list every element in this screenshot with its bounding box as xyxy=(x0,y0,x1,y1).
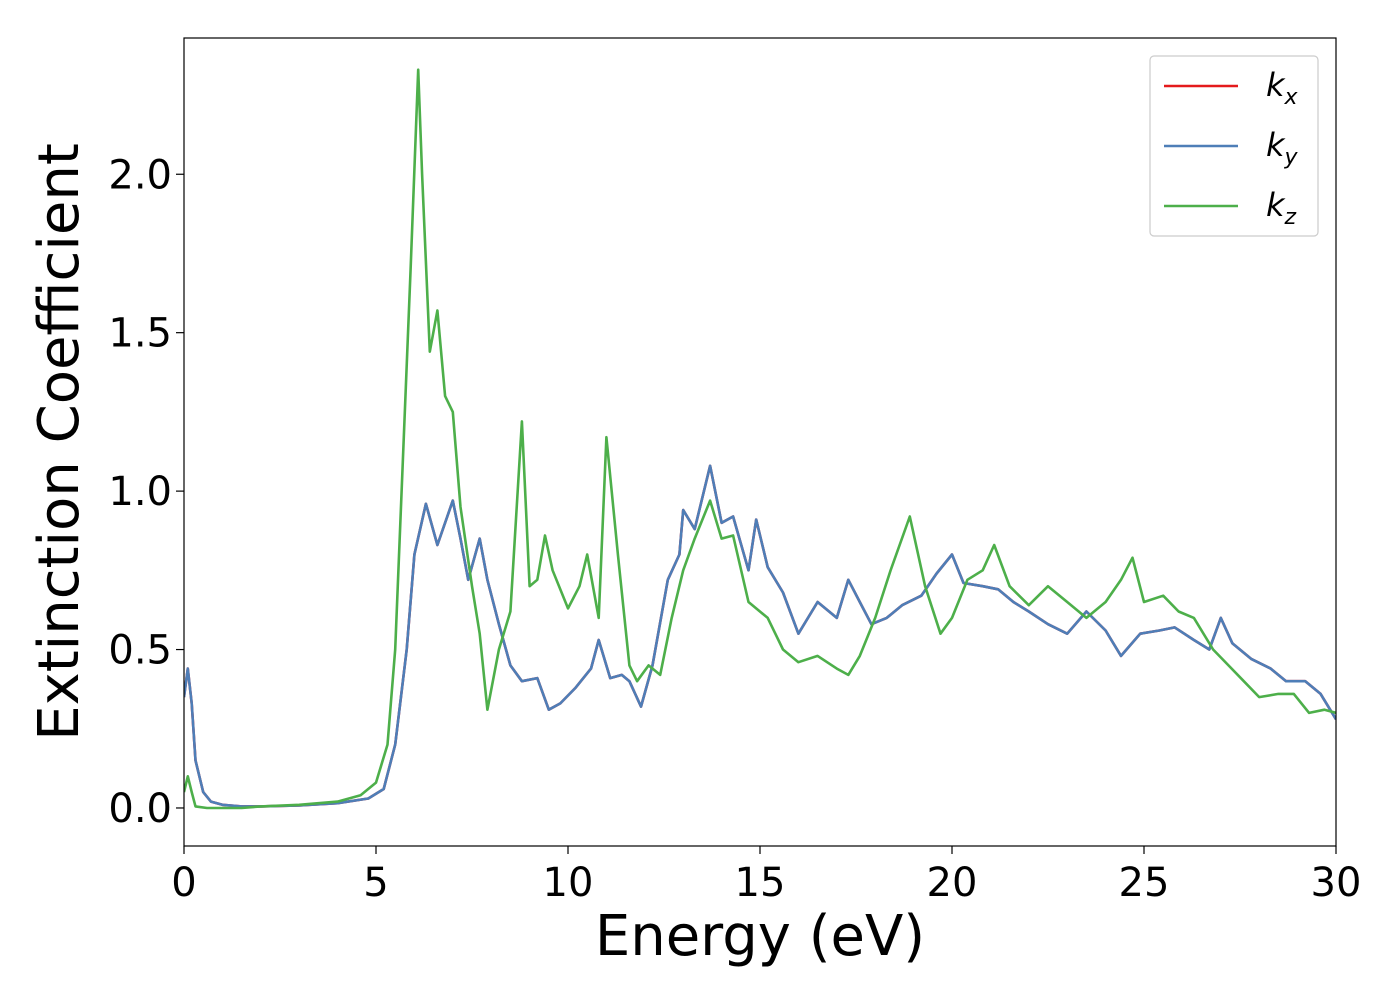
y-tick-label: 1.5 xyxy=(108,311,172,357)
y-tick-label: 1.0 xyxy=(108,469,172,515)
x-tick-label: 5 xyxy=(363,860,388,906)
x-tick-label: 10 xyxy=(543,860,594,906)
y-axis-ticks: 0.0 0.5 1.0 1.5 2.0 xyxy=(108,152,184,832)
y-tick-label: 0.0 xyxy=(108,786,172,832)
y-axis-label: Extinction Coefficient xyxy=(27,143,92,741)
legend-label-z: kz xyxy=(1266,186,1297,230)
series-line-z xyxy=(184,68,1336,810)
x-tick-label: 0 xyxy=(171,860,196,906)
x-tick-label: 20 xyxy=(927,860,978,906)
legend-label-y: ky xyxy=(1266,126,1299,170)
x-tick-label: 30 xyxy=(1311,860,1362,906)
y-tick-label: 0.5 xyxy=(108,628,172,674)
x-axis-ticks: 0 5 10 15 20 25 30 xyxy=(171,846,1361,906)
series-line-x xyxy=(184,464,1336,808)
x-axis-label: Energy (eV) xyxy=(595,904,925,969)
plot-lines xyxy=(184,68,1336,810)
x-tick-label: 15 xyxy=(735,860,786,906)
legend-label-x: kx xyxy=(1266,66,1299,110)
series-line-y xyxy=(184,464,1336,808)
y-tick-label: 2.0 xyxy=(108,152,172,198)
x-tick-label: 25 xyxy=(1119,860,1170,906)
legend: kx ky kz xyxy=(1149,55,1319,237)
